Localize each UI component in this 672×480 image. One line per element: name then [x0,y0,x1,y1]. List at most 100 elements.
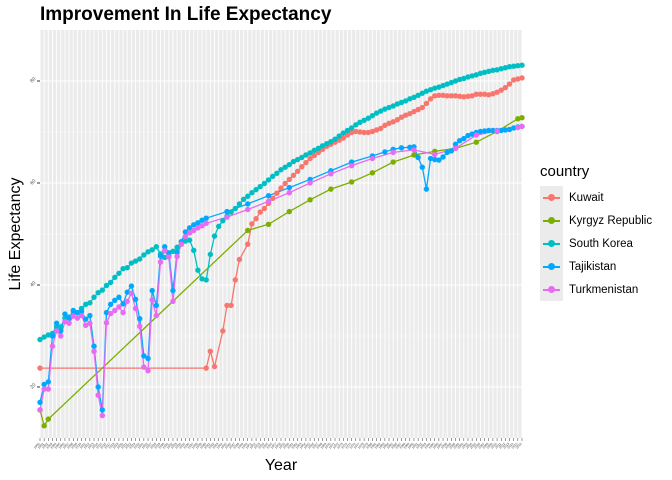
data-point-kuwait [290,172,297,179]
data-point-kyrgyz-republic [307,197,313,203]
data-point-kyrgyz-republic [411,152,417,158]
data-point-turkmenistan [66,320,72,326]
data-point-turkmenistan [390,149,396,156]
data-point-kuwait [519,75,525,81]
x-tick-label: 2004 [465,442,473,450]
data-point-south-korea [348,125,355,131]
data-point-tajikistan [161,244,168,250]
data-point-kuwait [473,91,479,97]
x-tick-label: 1971 [328,442,336,450]
data-point-south-korea [211,233,218,239]
data-point-kyrgyz-republic [265,221,272,228]
data-point-turkmenistan [199,223,205,229]
data-point-south-korea [149,247,155,253]
x-tick-label: 1962 [290,442,298,450]
data-point-kuwait [502,84,509,91]
data-point-south-korea [103,282,110,289]
data-point-kuwait [249,221,255,227]
x-tick-label: 1916 [99,442,107,450]
data-point-south-korea [473,72,479,78]
data-point-south-korea [440,82,446,89]
x-tick-label: 1943 [212,442,220,450]
legend-key [540,186,563,209]
data-point-kuwait [269,195,276,201]
data-point-kuwait [353,128,359,135]
x-tick-label: 1952 [249,442,257,450]
data-point-kyrgyz-republic [348,179,355,185]
x-tick-label: 2012 [498,442,506,450]
data-point-south-korea [137,256,143,262]
data-point-south-korea [182,238,189,244]
data-point-turkmenistan [145,367,151,374]
data-point-south-korea [481,69,488,76]
x-tick-label: 1907 [62,442,70,450]
y-tick-label: 40 [29,280,37,288]
data-point-tajikistan [415,154,421,161]
x-tick-label: 1964 [299,442,307,450]
data-point-south-korea [87,300,93,306]
x-tick-label: 1917 [104,442,112,450]
data-point-tajikistan [95,384,101,390]
y-tick-label: 20 [29,382,37,390]
data-point-south-korea [432,85,438,91]
data-point-south-korea [340,130,347,136]
y-axis-label: Life Expectancy [7,178,24,291]
data-point-south-korea [83,301,89,308]
data-point-turkmenistan [157,259,164,265]
x-tick-label: 1947 [228,442,236,450]
data-point-kuwait [37,365,43,371]
data-point-kuwait [423,100,430,107]
data-point-south-korea [477,70,484,77]
x-tick-label: 1942 [207,442,215,450]
data-point-tajikistan [224,208,230,215]
x-tick-label: 1913 [87,442,95,450]
data-point-turkmenistan [141,364,147,370]
data-point-south-korea [257,183,263,190]
data-point-south-korea [490,67,496,73]
data-point-turkmenistan [91,348,97,354]
x-tick-label: 1918 [108,442,116,450]
data-point-kuwait [411,108,417,115]
data-point-tajikistan [419,164,425,170]
legend-label: Kuwait [569,191,604,204]
data-point-south-korea [486,68,492,75]
legend-items: Kuwait Kyrgyz Republic South Korea Tajikist… [540,186,652,301]
data-point-tajikistan [486,127,492,134]
x-tick-label: 1983 [378,442,386,450]
data-point-kyrgyz-republic [41,423,47,429]
data-point-south-korea [261,180,268,187]
data-point-south-korea [357,119,363,126]
data-point-south-korea [390,103,396,109]
data-point-turkmenistan [432,151,438,158]
data-point-south-korea [415,92,421,98]
x-tick-label: 1995 [428,442,436,450]
data-point-kyrgyz-republic [45,416,52,422]
data-point-kuwait [465,93,471,100]
data-point-turkmenistan [74,315,81,321]
data-point-kuwait [490,91,496,97]
data-point-tajikistan [407,144,413,150]
data-point-tajikistan [382,149,388,155]
x-tick-label: 1987 [394,442,402,450]
data-point-tajikistan [195,220,201,226]
data-point-kuwait [494,89,500,95]
x-tick-label: 1960 [282,442,290,450]
data-point-kuwait [452,93,459,99]
data-point-turkmenistan [128,290,135,296]
data-point-tajikistan [66,315,72,321]
data-point-kuwait [203,365,209,371]
data-point-south-korea [174,244,180,250]
x-tick-label: 1980 [365,442,373,450]
data-point-turkmenistan [191,227,197,234]
x-tick-label: 1991 [411,442,419,450]
x-tick-label: 1951 [245,442,253,450]
data-point-turkmenistan [182,233,189,240]
data-point-south-korea [199,276,205,282]
x-tick-label: 1908 [66,442,74,450]
data-point-tajikistan [45,379,52,385]
x-tick-label: 1958 [274,442,282,450]
data-point-kuwait [232,277,238,283]
data-point-tajikistan [398,145,405,151]
x-tick-label: 1927 [145,442,153,450]
x-tick-label: 1915 [95,442,103,450]
